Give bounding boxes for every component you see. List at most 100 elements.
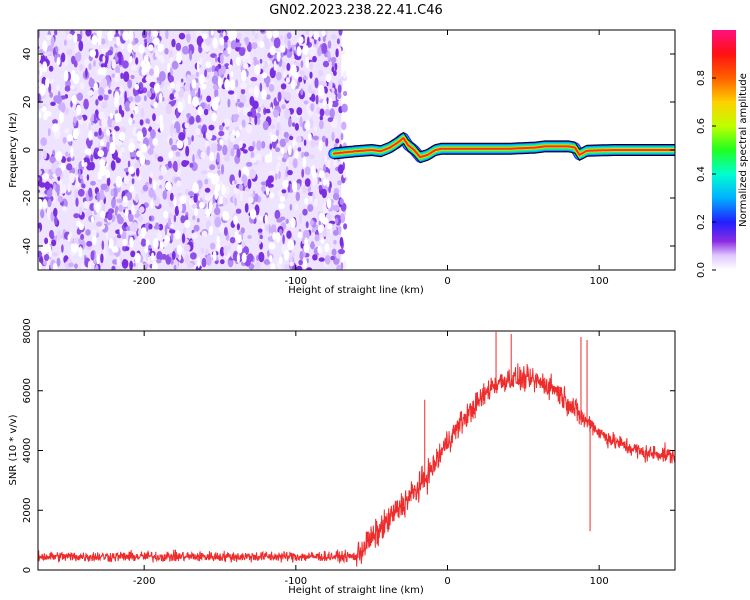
noise-gap: [107, 30, 114, 42]
noise-gap: [134, 84, 140, 91]
snr-x-label: Height of straight line (km): [288, 585, 424, 596]
noise-blob: [175, 151, 181, 157]
noise-gap: [259, 41, 265, 48]
noise-blob: [210, 142, 218, 153]
noise-blob: [228, 244, 231, 251]
y-tick-label: 2000: [22, 498, 33, 523]
noise-blob: [66, 48, 73, 56]
noise-blob: [190, 252, 197, 260]
noise-blob: [135, 57, 139, 65]
noise-blob: [68, 262, 74, 268]
noise-blob: [250, 151, 255, 159]
noise-blob: [337, 84, 342, 94]
noise-gap: [313, 31, 320, 40]
noise-blob: [50, 36, 55, 48]
noise-gap: [230, 30, 238, 40]
noise-gap: [187, 94, 192, 105]
noise-blob: [201, 257, 207, 268]
noise-blob: [175, 81, 181, 92]
noise-gap: [39, 66, 43, 77]
noise-gap: [254, 64, 261, 75]
noise-blob: [43, 253, 50, 262]
noise-blob: [66, 33, 73, 40]
noise-gap: [44, 110, 52, 117]
noise-blob: [281, 61, 286, 70]
noise-gap: [81, 159, 85, 168]
noise-gap: [269, 46, 276, 56]
noise-gap: [290, 217, 296, 228]
noise-blob: [296, 179, 302, 184]
noise-blob: [114, 72, 120, 83]
noise-blob: [69, 85, 76, 90]
noise-blob: [302, 208, 308, 216]
noise-gap: [72, 243, 79, 253]
noise-blob: [102, 55, 106, 64]
noise-blob: [262, 120, 269, 131]
noise-blob: [205, 248, 209, 256]
noise-gap: [145, 239, 150, 247]
noise-blob: [283, 108, 291, 120]
noise-blob: [192, 215, 196, 221]
noise-gap: [176, 51, 182, 64]
noise-blob: [286, 230, 292, 239]
noise-gap: [321, 30, 326, 37]
noise-blob: [238, 184, 244, 191]
noise-blob: [181, 78, 184, 83]
noise-blob: [193, 224, 200, 232]
noise-blob: [101, 240, 105, 250]
noise-gap: [108, 238, 114, 250]
noise-blob: [130, 250, 136, 258]
noise-gap: [101, 66, 107, 76]
noise-blob: [48, 168, 52, 175]
noise-blob: [170, 233, 174, 240]
noise-gap: [229, 79, 236, 90]
noise-blob: [178, 132, 186, 141]
noise-blob: [285, 77, 291, 84]
noise-blob: [249, 168, 256, 179]
noise-gap: [191, 79, 197, 89]
noise-gap: [144, 55, 149, 63]
noise-gap: [201, 83, 207, 90]
noise-blob: [243, 37, 249, 43]
noise-gap: [305, 120, 311, 131]
noise-blob: [225, 186, 230, 196]
noise-blob: [53, 207, 58, 217]
noise-blob: [86, 174, 90, 181]
noise-blob: [295, 88, 300, 94]
snr-x-ticks: -200 -100 0 100: [133, 331, 609, 587]
noise-blob: [147, 147, 154, 156]
noise-blob: [331, 66, 335, 73]
noise-gap: [145, 60, 151, 73]
noise-blob: [343, 223, 348, 230]
noise-blob: [220, 65, 226, 75]
noise-gap: [235, 130, 240, 138]
noise-gap: [129, 185, 135, 192]
x-tick-label: 0: [444, 276, 450, 287]
noise-blob: [103, 249, 107, 261]
noise-gap: [264, 214, 268, 224]
noise-blob: [64, 85, 71, 92]
noise-gap: [60, 162, 66, 171]
noise-blob: [152, 113, 156, 122]
noise-blob: [310, 103, 315, 112]
noise-blob: [223, 226, 228, 236]
noise-blob: [182, 45, 189, 55]
noise-blob: [333, 143, 338, 149]
noise-blob: [118, 54, 122, 66]
noise-gap: [152, 261, 158, 270]
noise-blob: [84, 162, 88, 167]
noise-blob: [96, 191, 101, 203]
noise-blob: [116, 213, 122, 220]
colorbar-gradient: [712, 30, 736, 270]
noise-gap: [119, 227, 123, 235]
noise-gap: [51, 123, 59, 133]
noise-blob: [123, 176, 130, 185]
noise-blob: [204, 187, 211, 193]
noise-gap: [236, 253, 240, 264]
noise-blob: [38, 93, 41, 103]
noise-gap: [96, 253, 100, 265]
noise-blob: [156, 231, 162, 241]
noise-blob: [146, 35, 153, 44]
noise-blob: [149, 171, 153, 179]
noise-blob: [337, 164, 344, 175]
